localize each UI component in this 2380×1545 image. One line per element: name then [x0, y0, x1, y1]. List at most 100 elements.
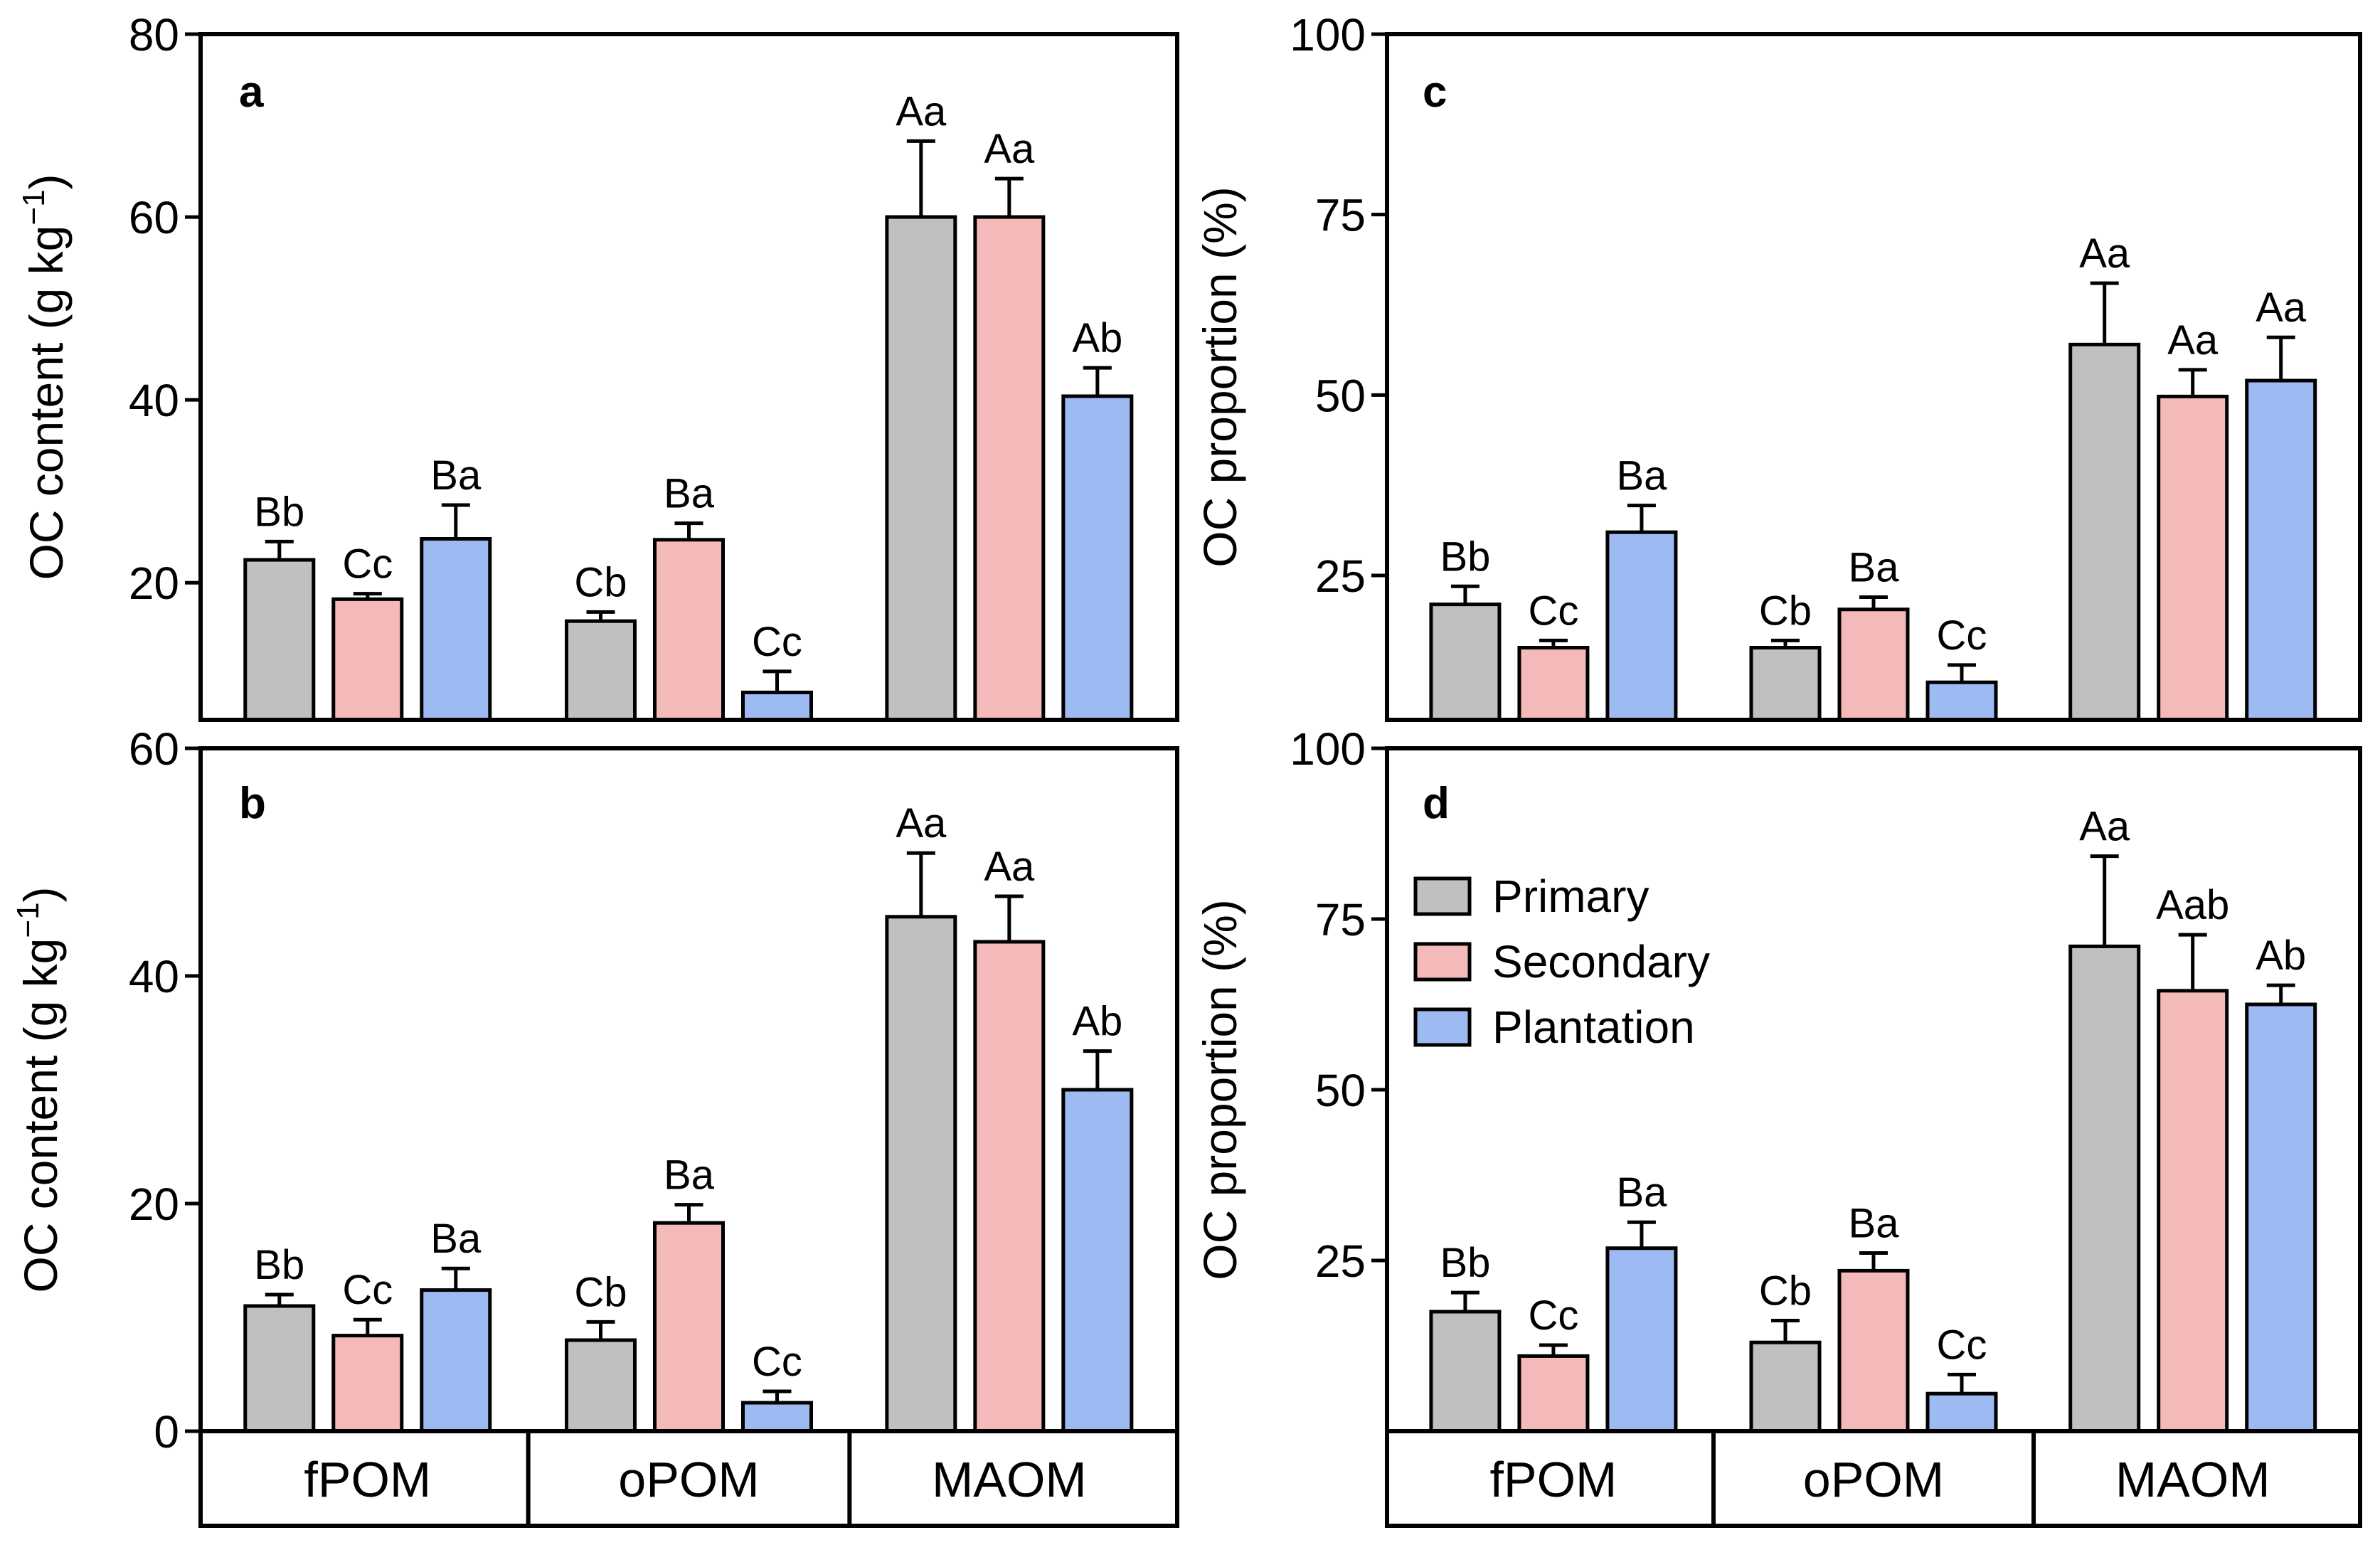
y-tick-label: 20 [129, 558, 179, 609]
bar-primary [1749, 646, 1822, 722]
bar-secondary [1837, 1268, 1910, 1433]
panel-label: a [239, 68, 264, 117]
bar-plantation [420, 537, 492, 722]
category-axis-d: fPOM oPOM MAOM [1385, 1429, 2362, 1528]
bar-plantation [420, 1288, 492, 1433]
bar-primary [243, 558, 316, 722]
y-tick-label: 100 [1290, 723, 1366, 775]
y-axis-title-text: OC proportion (%) [1194, 186, 1246, 568]
significance-label: Ab [2256, 933, 2306, 979]
panel-c: Bb Cc Ba Cb Ba Cc Aa Aa Aa 25 50 75 100 c OC proportio… [1194, 9, 2362, 722]
y-axis-title-superscript: −1 [11, 902, 46, 938]
significance-label: Cc [342, 541, 393, 588]
bar-secondary [2157, 394, 2229, 722]
bar-primary [885, 915, 957, 1433]
significance-label: Cc [752, 619, 802, 665]
y-tick-label: 75 [1315, 894, 1366, 945]
panel-d: Bb Cc Ba Cb Ba Cc Aa Aab Ab 25 50 75 100 d OC proporti… [1194, 723, 2362, 1433]
panels: Bb Cc Ba Cb Ba Cc Aa Aa Ab 20 40 60 80 a OC content (g… [11, 9, 2362, 1528]
bar-secondary [1517, 646, 1590, 722]
panel-a: Bb Cc Ba Cb Ba Cc Aa Aa Ab 20 40 60 80 a OC content (g… [16, 9, 1179, 722]
significance-label: Ba [1616, 453, 1667, 499]
bar-plantation [1605, 1246, 1678, 1433]
significance-label: Ba [1616, 1169, 1667, 1216]
y-tick-label: 50 [1315, 1065, 1366, 1116]
category-label: MAOM [932, 1452, 1087, 1507]
legend-swatch-plantation [1413, 1007, 1472, 1047]
bar-primary [1429, 602, 1502, 722]
bar-plantation [1925, 1391, 1998, 1433]
significance-label: Aa [984, 844, 1035, 890]
y-tick-label: 50 [1315, 370, 1366, 421]
significance-label: Cc [1937, 1322, 1987, 1368]
significance-label: Aa [2167, 317, 2219, 363]
significance-label: Cc [1528, 588, 1578, 634]
significance-label: Cb [574, 559, 627, 605]
significance-label: Aab [2156, 882, 2229, 928]
legend-swatch-primary [1413, 876, 1472, 916]
legend: Primary Secondary Plantation [1413, 871, 1710, 1053]
legend-label: Secondary [1492, 936, 1710, 987]
y-axis-title-text: OC content (g kg [20, 225, 73, 580]
significance-label: Ba [430, 452, 482, 499]
bar-secondary [2157, 989, 2229, 1433]
plot-frame [1385, 32, 2362, 722]
significance-label: Aa [2079, 804, 2130, 850]
panel-label: c [1423, 68, 1447, 117]
bar-secondary [1517, 1354, 1590, 1433]
bar-primary [1429, 1310, 1502, 1433]
bar-secondary [1837, 607, 1910, 722]
significance-label: Aa [2256, 285, 2307, 331]
bar-plantation [1605, 530, 1678, 722]
significance-label: Cc [1528, 1292, 1578, 1339]
bar-primary [885, 215, 957, 722]
bar-secondary [331, 597, 404, 722]
bar-plantation [2245, 1002, 2317, 1433]
bar-primary [565, 1338, 637, 1433]
significance-label: Ba [1849, 544, 1900, 590]
y-tick-label: 80 [129, 9, 179, 60]
bar-primary [243, 1304, 316, 1433]
category-label: oPOM [618, 1452, 759, 1507]
bar-primary [2068, 944, 2141, 1433]
y-tick-label: 20 [129, 1179, 179, 1230]
y-tick-label: 40 [129, 375, 179, 426]
legend-label: Plantation [1492, 1002, 1695, 1053]
bar-primary [565, 619, 637, 722]
category-box [198, 1429, 1179, 1528]
y-axis-title: OC proportion (%) [1194, 899, 1246, 1280]
bar-plantation [1925, 680, 1998, 722]
plot-frame [198, 32, 1179, 722]
significance-label: Cc [1937, 612, 1987, 659]
significance-label: Bb [254, 489, 304, 535]
significance-label: Ba [664, 1152, 715, 1199]
significance-label: Ab [1072, 999, 1122, 1045]
significance-label: Ba [1849, 1200, 1900, 1246]
significance-label: Cb [1759, 1268, 1812, 1314]
significance-label: Ba [430, 1216, 482, 1262]
bar-plantation [741, 1401, 813, 1433]
y-axis-title-superscript: −1 [16, 189, 51, 225]
significance-label: Bb [1440, 1240, 1490, 1286]
category-label: MAOM [2115, 1452, 2270, 1507]
y-tick-label: 25 [1315, 1236, 1366, 1287]
y-tick-label: 0 [154, 1406, 179, 1458]
panel-label: d [1423, 779, 1450, 828]
category-label: oPOM [1803, 1452, 1944, 1507]
y-tick-label: 25 [1315, 551, 1366, 602]
category-label: fPOM [304, 1452, 431, 1507]
y-tick-label: 40 [129, 951, 179, 1002]
bar-plantation [1061, 394, 1134, 722]
significance-label: Cc [342, 1267, 393, 1313]
panel-b: Bb Cc Ba Cb Ba Cc Aa Aa Ab 0 20 40 60 b OC content (g … [11, 723, 1179, 1458]
y-axis-title: OC content (g kg−1) [16, 174, 73, 580]
y-axis-title-text: OC content (g kg [14, 938, 67, 1293]
legend-label: Primary [1492, 871, 1649, 922]
bar-primary [2068, 342, 2141, 722]
significance-label: Ab [1072, 315, 1122, 361]
significance-label: Aa [2079, 230, 2130, 277]
panel-label: b [239, 779, 266, 828]
significance-label: Ba [664, 471, 715, 517]
bar-secondary [653, 538, 725, 722]
